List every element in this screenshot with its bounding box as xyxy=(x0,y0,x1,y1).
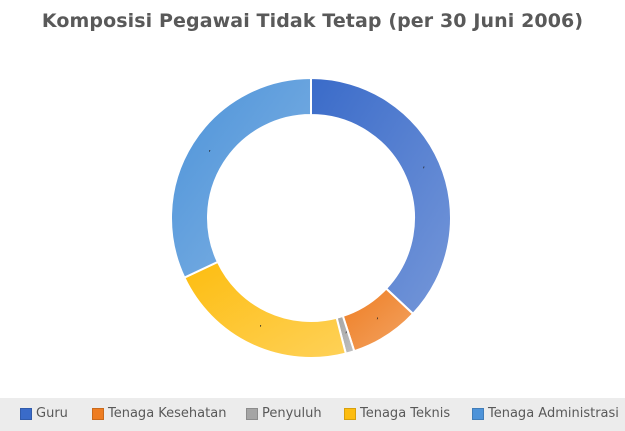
slice-tenaga-teknis xyxy=(182,260,348,359)
legend-label: Guru xyxy=(36,406,68,421)
legend-label: Tenaga Kesehatan xyxy=(108,406,227,421)
legend-swatch xyxy=(472,407,484,420)
legend-label: Tenaga Administrasi xyxy=(488,406,619,421)
data-label-tenaga-kesehatan: ’ xyxy=(376,317,379,326)
legend-item-guru: Guru xyxy=(20,406,68,421)
legend-label: Penyuluh xyxy=(262,406,322,421)
legend-item-tenaga-administrasi: Tenaga Administrasi xyxy=(472,406,619,421)
legend-item-penyuluh: Penyuluh xyxy=(246,406,322,421)
donut-chart: ’ ’ ’ ’ ’ xyxy=(170,76,453,359)
data-label-guru: ’ xyxy=(423,166,426,175)
slice-guru xyxy=(310,76,453,316)
legend-swatch xyxy=(246,407,258,420)
data-label-penyuluh: ’ xyxy=(345,331,348,340)
slice-tenaga-administrasi xyxy=(170,76,312,279)
legend-item-tenaga-teknis: Tenaga Teknis xyxy=(344,406,450,421)
data-label-tenaga-administrasi: ’ xyxy=(208,149,211,158)
legend-item-tenaga-kesehatan: Tenaga Kesehatan xyxy=(92,406,226,421)
legend-label: Tenaga Teknis xyxy=(360,406,451,421)
data-label-tenaga-teknis: ’ xyxy=(259,324,262,333)
legend-swatch xyxy=(92,407,104,420)
legend-swatch xyxy=(20,407,32,420)
chart-title: Komposisi Pegawai Tidak Tetap (per 30 Ju… xyxy=(41,10,584,32)
chart-legend: Guru Tenaga Kesehatan Penyuluh Tenaga Tekni… xyxy=(0,398,625,431)
legend-swatch xyxy=(344,407,356,420)
